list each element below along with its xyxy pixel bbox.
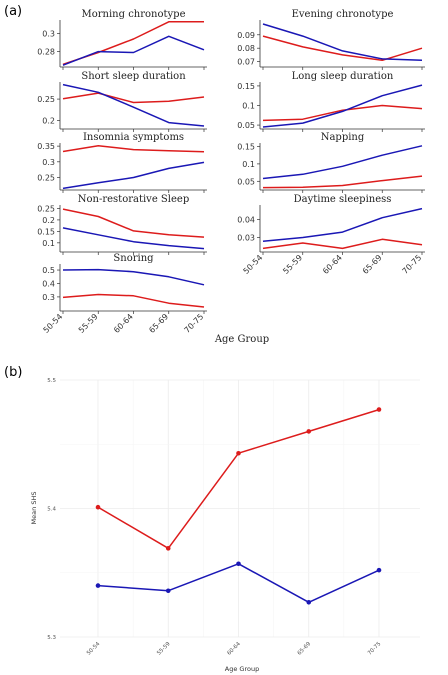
y-tick-label: 0.04 — [237, 215, 255, 224]
y-tick-label: 0.07 — [237, 58, 255, 67]
subplot-title: Daytime sleepiness — [294, 194, 392, 205]
y-tick-label: 0.15 — [237, 142, 255, 151]
x-tick-label: 50-54 — [242, 253, 265, 276]
subplot-morning-chronotype: Morning chronotype 0.28 0.3 — [37, 9, 207, 70]
y-tick-label: 5.4 — [47, 507, 56, 513]
x-tick-label: 60-64 — [226, 641, 242, 657]
series-line-blue — [62, 268, 205, 286]
series-line-red — [62, 92, 205, 104]
x-tick-label: 55-59 — [281, 253, 304, 276]
data-point-blue — [95, 583, 101, 588]
subplot-evening-chronotype: Evening chronotype 0.07 0.08 0.09 — [237, 9, 425, 70]
y-tick-label: 0.08 — [237, 44, 255, 53]
x-tick-label: 70-75 — [367, 641, 383, 657]
y-tick-label: 0.1 — [242, 160, 255, 169]
x-tick-label: 70-75 — [183, 312, 206, 335]
y-tick-label: 0.15 — [37, 227, 55, 236]
y-tick-label: 0.1 — [242, 102, 255, 111]
y-tick-label: 0.05 — [237, 121, 255, 130]
y-tick-label: 0.25 — [37, 95, 55, 104]
data-point-blue — [165, 588, 171, 594]
data-point-blue — [236, 561, 241, 567]
subplot-title: Snoring — [113, 253, 154, 264]
x-tick-label: 65-69 — [297, 641, 313, 657]
subplot-title: Non-restorative Sleep — [78, 194, 189, 205]
series-line-blue — [262, 23, 423, 62]
x-tick-label: 50-54 — [86, 641, 102, 657]
subplot-insomnia-symptoms: Insomnia symptoms 0.25 0.3 0.35 — [37, 132, 207, 193]
y-tick-label: 0.25 — [37, 204, 55, 213]
subplot-snoring: Snoring 0.3 0.4 0.5 50-54 55-59 60-64 65-69 70-7… — [42, 253, 207, 335]
subplot-title: Morning chronotype — [82, 9, 186, 20]
subplot-title: Insomnia symptoms — [83, 132, 184, 143]
y-tick-label: 0.35 — [37, 142, 55, 151]
data-point-red — [165, 546, 171, 551]
y-tick-label: 0.05 — [237, 177, 255, 186]
subplot-short-sleep-duration: Short sleep duration 0.2 0.25 — [37, 71, 207, 132]
subplot-title: Evening chronotype — [292, 9, 394, 20]
series-line-blue — [62, 227, 205, 250]
x-tick-label: 50-54 — [42, 312, 65, 335]
data-point-red — [95, 504, 101, 510]
series-line-red — [262, 104, 423, 122]
x-axis-title: Age Group — [214, 334, 269, 345]
x-tick-label: 70-75 — [401, 253, 424, 276]
data-point-red — [306, 429, 312, 434]
subplot-daytime-sleepiness: Daytime sleepiness 0.03 0.04 50-54 55-59 60-6… — [237, 194, 425, 276]
subplot-long-sleep-duration: Long sleep duration 0.05 0.1 0.15 — [237, 71, 425, 132]
series-line-blue — [62, 83, 205, 127]
panel-b: 5.3 5.4 5.5 50-54 55-59 60-64 65-69 70-75 Age Gr… — [30, 378, 420, 673]
data-point-red — [236, 450, 241, 456]
data-point-red — [376, 407, 382, 412]
x-tick-label: 65-69 — [147, 312, 170, 335]
series-line-blue — [262, 207, 423, 242]
y-tick-label: 0.1 — [42, 239, 55, 248]
y-tick-label: 0.09 — [237, 31, 255, 40]
y-tick-label: 0.15 — [237, 82, 255, 91]
data-point-blue — [306, 600, 312, 605]
series-line-blue — [62, 35, 205, 66]
subplot-napping: Napping 0.05 0.1 0.15 — [237, 132, 425, 193]
y-tick-label: 0.3 — [42, 30, 55, 39]
x-tick-label: 60-64 — [321, 253, 344, 276]
series-line-blue — [262, 84, 423, 128]
y-tick-label: 0.4 — [42, 279, 55, 288]
series-line-red — [262, 238, 423, 250]
subplot-title: Short sleep duration — [81, 71, 186, 82]
y-tick-label: 0.28 — [37, 48, 55, 57]
y-tick-label: 0.3 — [42, 293, 55, 302]
x-tick-label: 60-64 — [112, 312, 135, 335]
series-line-red — [62, 293, 205, 308]
series-line-red — [62, 21, 204, 66]
y-tick-label: 0.03 — [237, 234, 255, 243]
x-axis-title: Age Group — [225, 665, 259, 673]
subplot-non-restorative-sleep: Non-restorative Sleep 0.1 0.15 0.2 0.25 — [37, 194, 207, 255]
series-line-blue — [262, 145, 423, 180]
y-tick-label: 0.5 — [42, 266, 55, 275]
grid — [60, 379, 420, 638]
subplot-title: Napping — [321, 132, 365, 143]
y-tick-label: 0.3 — [42, 158, 55, 167]
x-tick-label: 55-59 — [156, 641, 172, 657]
y-tick-label: 5.3 — [47, 635, 56, 641]
x-tick-label: 55-59 — [77, 312, 100, 335]
series-line-red — [262, 35, 423, 62]
series-line-blue — [62, 161, 205, 190]
y-tick-label: 0.2 — [42, 216, 55, 225]
series-line-red — [62, 208, 205, 238]
x-tick-label: 65-69 — [361, 253, 384, 276]
panel-a: Morning chronotype 0.28 0.3 Evening chronot… — [37, 9, 425, 345]
data-point-blue — [376, 567, 382, 573]
y-tick-label: 5.5 — [47, 378, 56, 384]
y-axis-title: Mean SHS — [30, 492, 38, 525]
panel-b-tag: (b) — [4, 365, 22, 380]
subplot-title: Long sleep duration — [292, 71, 394, 82]
panel-a-tag: (a) — [4, 4, 22, 19]
y-tick-label: 0.2 — [42, 116, 55, 125]
series-line-red — [262, 175, 423, 189]
series-line-red — [62, 145, 205, 153]
y-tick-label: 0.25 — [37, 173, 55, 182]
